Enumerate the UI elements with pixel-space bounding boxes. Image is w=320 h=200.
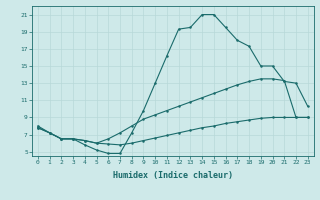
X-axis label: Humidex (Indice chaleur): Humidex (Indice chaleur): [113, 171, 233, 180]
